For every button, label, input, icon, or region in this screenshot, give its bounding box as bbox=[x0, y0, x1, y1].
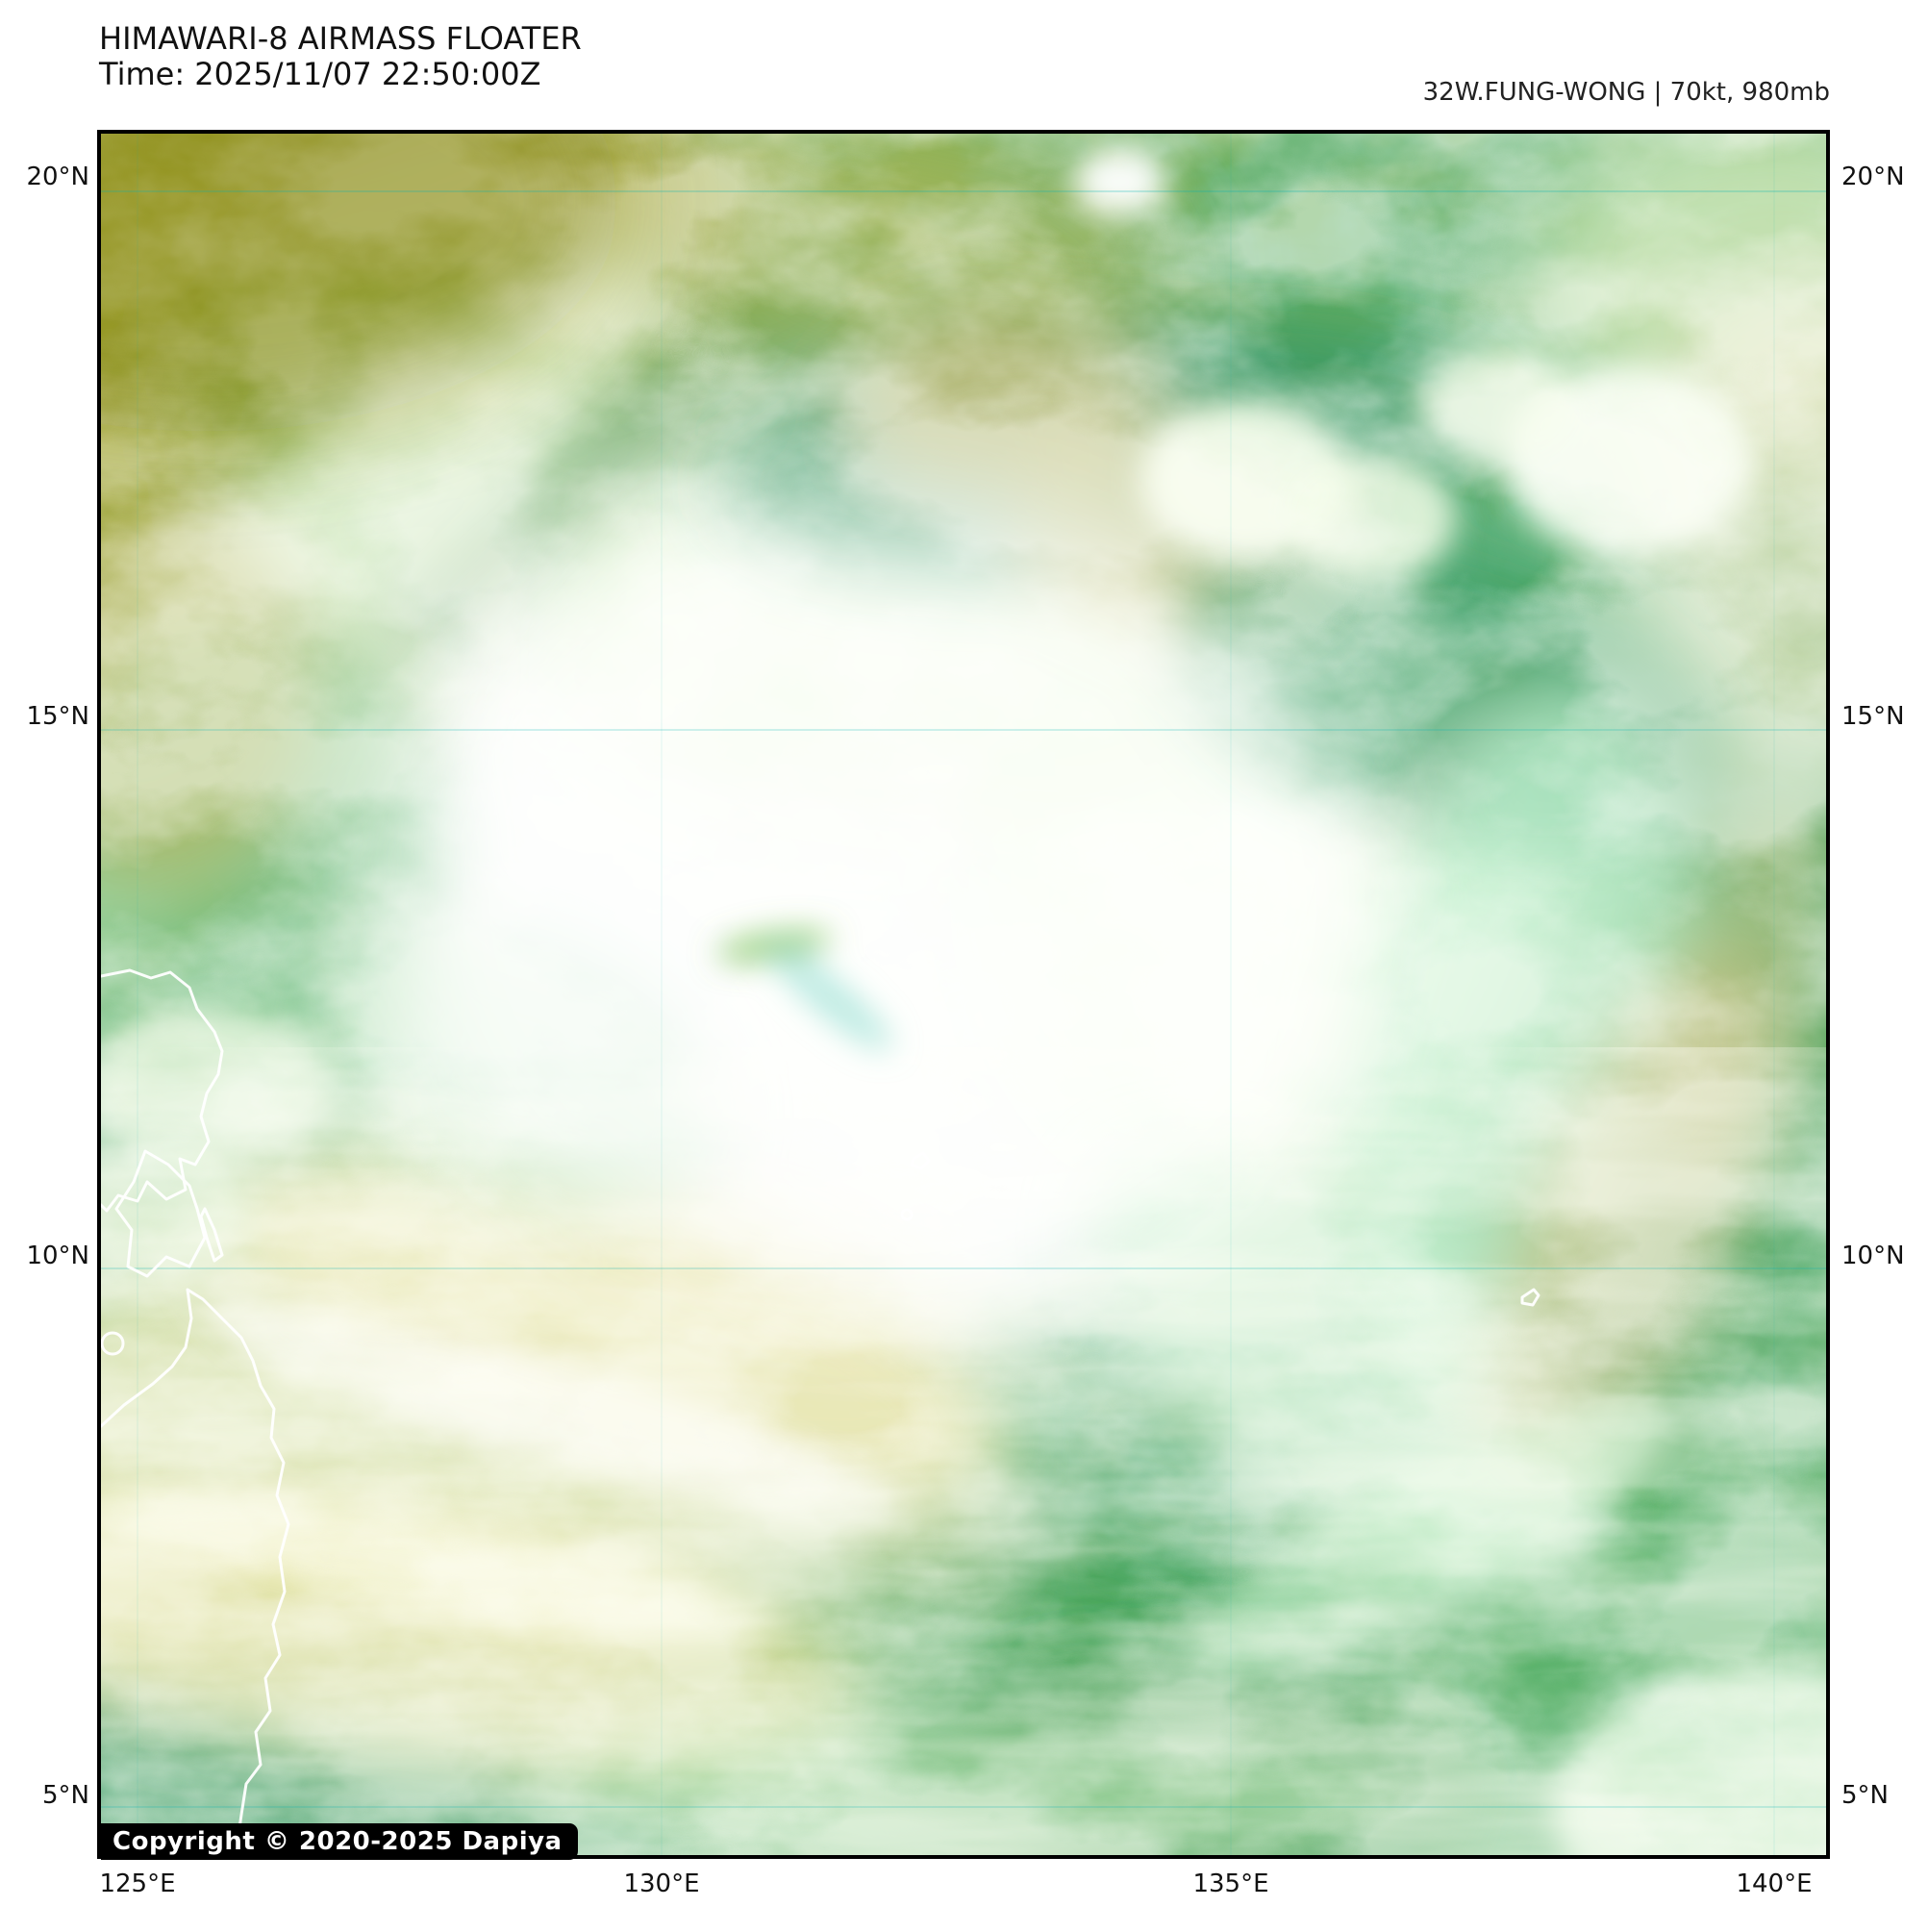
airmass-rgb-satellite-image bbox=[101, 134, 1826, 1855]
lat-tick-label-right-10n: 10°N bbox=[1841, 1242, 1905, 1270]
satellite-image-frame bbox=[97, 130, 1830, 1859]
storm-info-label: 32W.FUNG-WONG | 70kt, 980mb bbox=[1422, 78, 1830, 107]
lat-tick-label-left-5n: 5°N bbox=[42, 1781, 89, 1810]
lon-tick-label-125e: 125°E bbox=[99, 1869, 176, 1898]
lon-tick-label-130e: 130°E bbox=[623, 1869, 700, 1898]
lat-tick-label-right-20n: 20°N bbox=[1841, 163, 1905, 191]
lat-tick-label-left-20n: 20°N bbox=[26, 163, 89, 191]
cloud-texture-layer bbox=[101, 134, 1826, 1855]
timestamp-label: Time: 2025/11/07 22:50:00Z bbox=[99, 56, 541, 92]
lat-tick-label-right-15n: 15°N bbox=[1841, 702, 1905, 731]
lat-tick-label-left-10n: 10°N bbox=[26, 1242, 89, 1270]
lat-tick-label-right-5n: 5°N bbox=[1841, 1781, 1889, 1810]
page-title: HIMAWARI-8 AIRMASS FLOATER bbox=[99, 20, 582, 57]
lon-tick-label-135e: 135°E bbox=[1192, 1869, 1269, 1898]
latlon-gridlines bbox=[101, 134, 1826, 1855]
copyright-badge: Copyright © 2020-2025 Dapiya bbox=[101, 1823, 578, 1860]
lon-tick-label-140e: 140°E bbox=[1736, 1869, 1813, 1898]
coastline-overlay bbox=[101, 968, 1540, 1855]
lat-tick-label-left-15n: 15°N bbox=[26, 702, 89, 731]
